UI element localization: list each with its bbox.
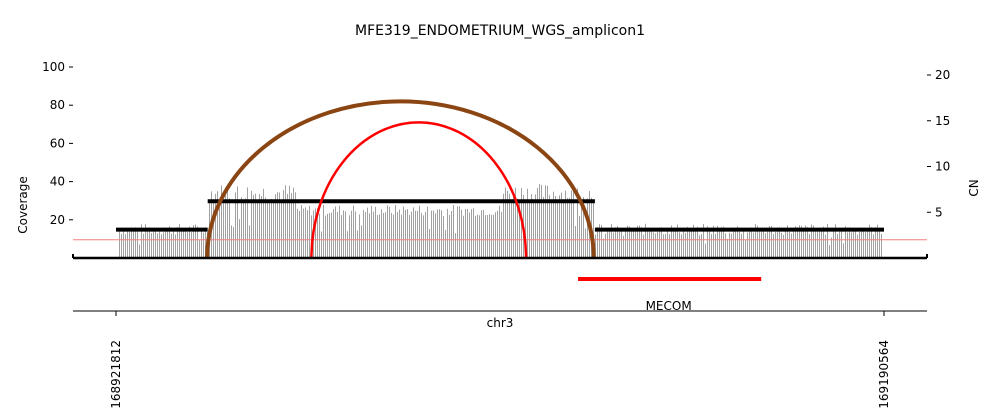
y-left-tick-label: 100 [42, 60, 65, 74]
x-axis-label: chr3 [487, 316, 514, 330]
y-left-tick-label: 20 [50, 213, 65, 227]
breakpoint-arc [205, 99, 596, 259]
y-axis-left-label: Coverage [16, 176, 30, 234]
y-right-tick-label: 10 [935, 160, 950, 174]
x-tick-label: 168921812 [109, 340, 123, 409]
y-left-tick-label: 40 [50, 175, 65, 189]
y-right-tick-label: 20 [935, 68, 950, 82]
y-left-tick-label: 80 [50, 98, 65, 112]
chart-title: MFE319_ENDOMETRIUM_WGS_amplicon1 [355, 23, 645, 39]
y-left-tick-label: 60 [50, 136, 65, 150]
y-right-tick-label: 5 [935, 205, 943, 219]
y-axis-right-label: CN [967, 179, 981, 196]
y-right-tick-label: 15 [935, 114, 950, 128]
breakpoint-arc [310, 121, 528, 259]
gene-label: MECOM [646, 299, 692, 313]
x-tick-label: 169190564 [877, 340, 891, 409]
coverage-plot-area: 20 40 60 80 100 5 10 15 20 MECOM 168921812 16919056… [42, 60, 950, 409]
